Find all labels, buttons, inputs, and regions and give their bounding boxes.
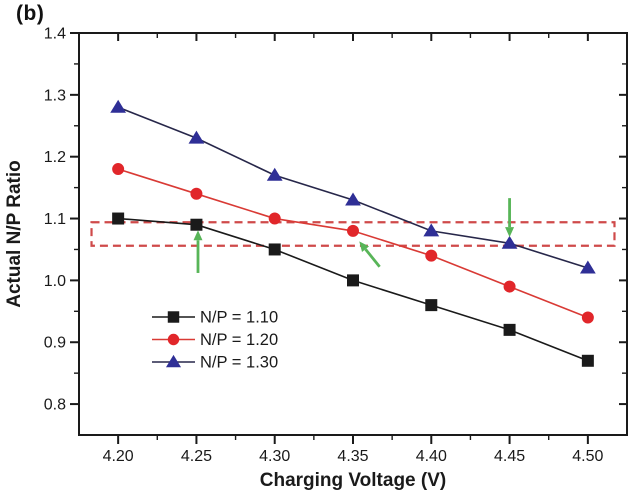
y-tick-label: 1.3 bbox=[44, 87, 66, 104]
legend-label: N/P = 1.10 bbox=[200, 309, 278, 327]
data-point-marker bbox=[423, 223, 440, 237]
data-point-marker bbox=[188, 130, 205, 144]
y-tick-label: 1.1 bbox=[44, 211, 66, 228]
legend-label: N/P = 1.20 bbox=[200, 331, 278, 349]
y-tick-label: 1.0 bbox=[44, 273, 66, 290]
y-axis-ticks bbox=[70, 32, 627, 406]
x-axis-label: Charging Voltage (V) bbox=[260, 470, 446, 491]
data-point-marker bbox=[190, 187, 203, 200]
data-point-marker bbox=[347, 224, 359, 237]
arrow-head bbox=[359, 241, 370, 253]
series-n-p-1.20 bbox=[112, 163, 594, 324]
data-point-marker bbox=[501, 235, 518, 249]
data-point-marker bbox=[581, 354, 594, 367]
y-tick-label: 0.8 bbox=[44, 397, 66, 414]
data-point-marker bbox=[347, 274, 359, 287]
data-point-marker bbox=[190, 218, 203, 231]
series-n-p-1.10 bbox=[112, 212, 594, 367]
data-point-marker bbox=[268, 243, 281, 256]
x-tick-label: 4.35 bbox=[337, 448, 368, 465]
data-point-marker bbox=[503, 323, 516, 336]
x-tick-label: 4.25 bbox=[181, 448, 212, 465]
data-point-marker bbox=[581, 311, 594, 324]
legend-marker bbox=[167, 311, 180, 323]
arrow-head bbox=[505, 227, 515, 238]
data-point-marker bbox=[266, 167, 283, 181]
x-axis-ticks bbox=[117, 33, 589, 444]
x-tick-label: 4.40 bbox=[416, 448, 447, 465]
arrow-shaft bbox=[364, 248, 381, 268]
data-point-marker bbox=[112, 212, 125, 225]
legend-label: N/P = 1.30 bbox=[200, 354, 278, 372]
series-n-p-1.30 bbox=[110, 99, 596, 274]
legend-marker bbox=[165, 354, 182, 368]
x-tick-label: 4.50 bbox=[572, 448, 603, 465]
highlight-box bbox=[90, 221, 616, 247]
x-tick-label: 4.20 bbox=[103, 448, 134, 465]
data-point-marker bbox=[345, 192, 361, 206]
data-point-marker bbox=[425, 299, 438, 312]
series-line bbox=[117, 168, 589, 319]
arrow-head bbox=[193, 230, 203, 241]
y-tick-label: 1.4 bbox=[44, 26, 66, 43]
data-point-marker bbox=[425, 249, 438, 262]
data-point-marker bbox=[579, 260, 596, 274]
data-point-marker bbox=[503, 280, 516, 293]
legend: N/P = 1.10 N/P = 1.20 N/P = 1.30 bbox=[152, 309, 278, 372]
y-tick-label: 0.9 bbox=[44, 335, 66, 352]
data-point-marker bbox=[110, 99, 127, 113]
data-point-marker bbox=[268, 212, 281, 225]
panel-label: (b) bbox=[16, 2, 45, 25]
annotation-arrow bbox=[505, 198, 515, 238]
x-tick-label: 4.30 bbox=[259, 448, 290, 465]
legend-marker bbox=[167, 333, 180, 346]
legend-item: N/P = 1.30 bbox=[152, 354, 278, 372]
legend-item: N/P = 1.20 bbox=[152, 331, 278, 349]
x-tick-label: 4.45 bbox=[494, 448, 525, 465]
y-tick-label: 1.2 bbox=[44, 149, 66, 166]
y-axis-label: Actual N/P Ratio bbox=[4, 160, 25, 307]
annotation-arrow bbox=[359, 241, 381, 268]
series-line bbox=[117, 106, 589, 269]
legend-item: N/P = 1.10 bbox=[152, 309, 278, 327]
annotation-arrow bbox=[193, 230, 203, 273]
data-point-marker bbox=[112, 163, 125, 176]
